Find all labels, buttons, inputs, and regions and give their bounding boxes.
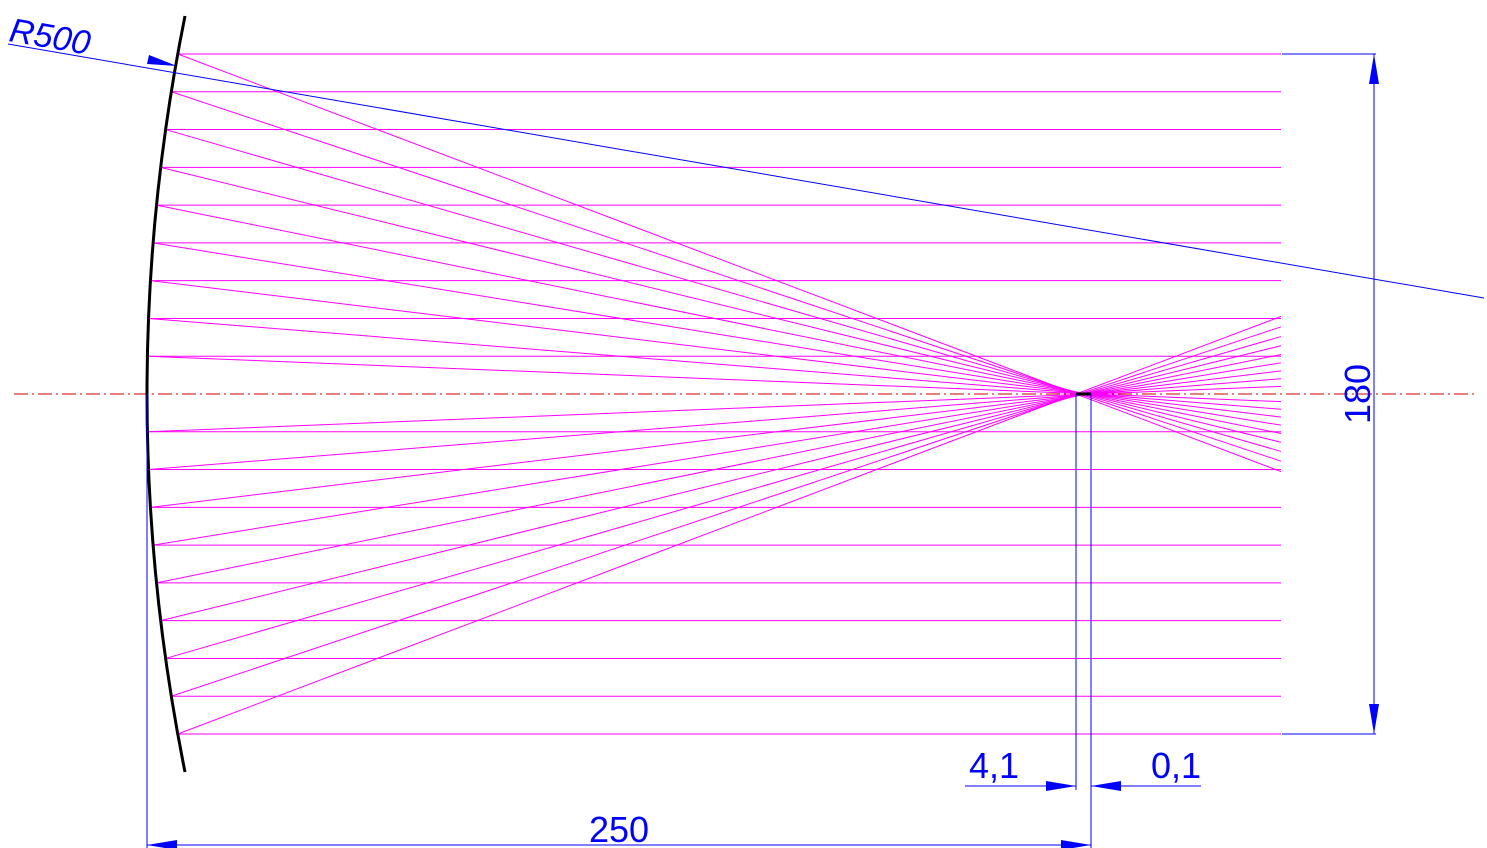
reflected-ray	[177, 315, 1282, 735]
radius-arrowhead	[147, 55, 177, 66]
reflected-ray	[147, 355, 1282, 403]
reflected-ray	[150, 370, 1282, 508]
reflected-ray	[165, 336, 1282, 659]
reflected-ray	[160, 166, 1282, 443]
reflected-ray	[171, 91, 1282, 462]
reflected-ray	[156, 353, 1282, 584]
reflected-ray	[156, 204, 1282, 435]
reflected-ray	[177, 53, 1282, 473]
radius-label: R500	[7, 11, 94, 62]
length-label: 250	[589, 809, 649, 848]
reflected-ray	[148, 317, 1282, 410]
reflected-ray	[148, 378, 1282, 471]
height-arrow-top	[1369, 54, 1379, 84]
reflected-ray	[152, 242, 1282, 426]
reflected-ray	[160, 345, 1282, 622]
offset-right-label: 0,1	[1151, 745, 1201, 786]
reflected-ray	[165, 129, 1282, 452]
reflected-ray	[171, 326, 1282, 697]
offset-left-arrow	[1046, 781, 1076, 791]
reflected-ray	[147, 385, 1282, 433]
radius-leader-line	[7, 43, 1485, 299]
reflected-ray	[150, 280, 1282, 418]
height-arrow-bottom	[1369, 704, 1379, 734]
incoming-rays	[147, 53, 1281, 735]
offset-right-arrow	[1091, 781, 1121, 791]
length-arrow-right	[1061, 840, 1091, 848]
length-arrow-left	[147, 840, 177, 848]
offset-left-label: 4,1	[969, 745, 1019, 786]
height-label: 180	[1337, 364, 1378, 424]
reflected-rays	[147, 53, 1282, 735]
reflected-ray	[152, 362, 1282, 546]
